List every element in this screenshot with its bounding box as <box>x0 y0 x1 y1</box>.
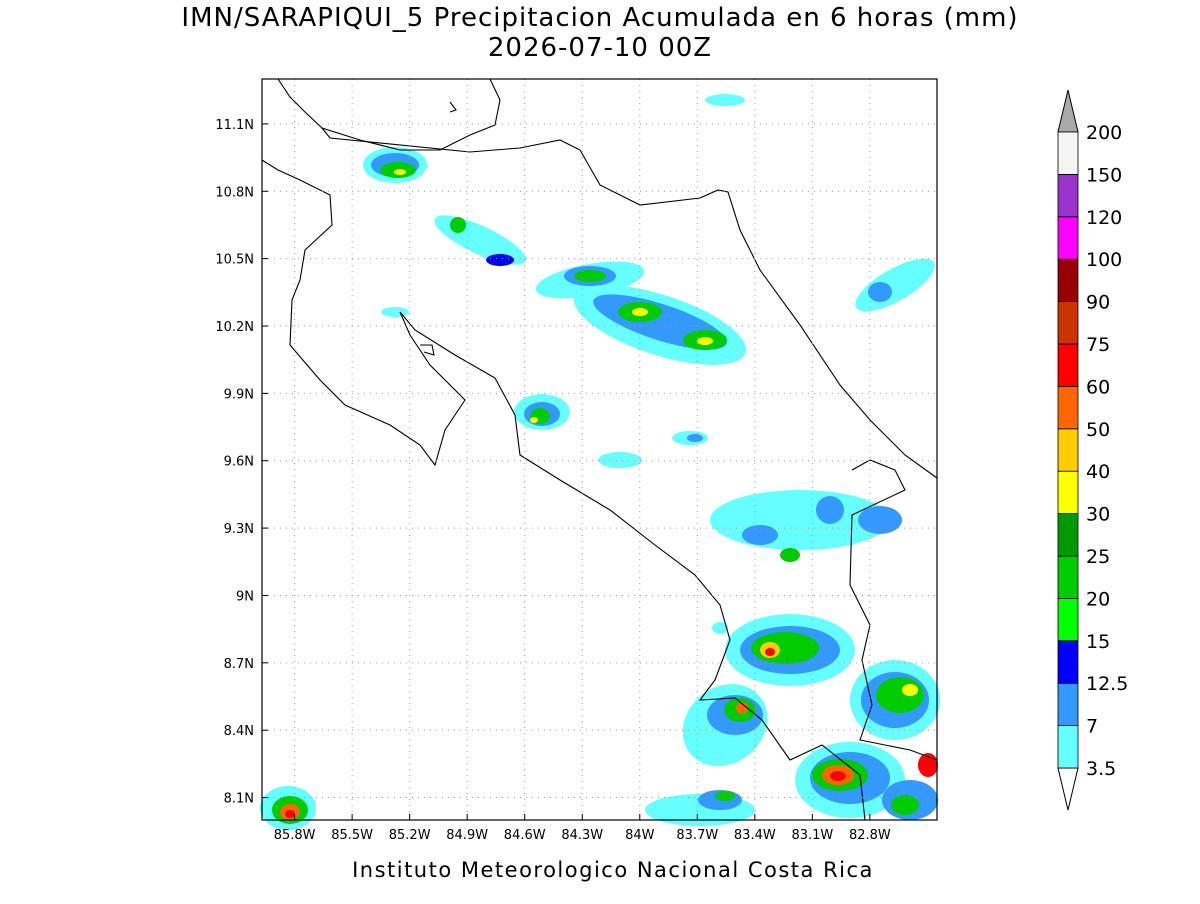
colorbar-label: 30 <box>1086 504 1110 526</box>
colorbar-label: 75 <box>1086 334 1110 356</box>
y-tick-label: 10.8N <box>215 185 254 200</box>
colorbar-segment <box>1057 640 1079 684</box>
colorbar-label: 50 <box>1086 419 1110 441</box>
colorbar-label: 20 <box>1086 588 1110 610</box>
colorbar-label: 150 <box>1086 164 1122 186</box>
y-tick-label: 11.1N <box>215 118 254 133</box>
colorbar-label: 120 <box>1086 207 1122 229</box>
y-tick-label: 10.2N <box>215 320 254 335</box>
colorbar-segment <box>1057 598 1079 642</box>
x-tick-label: 84.9W <box>446 828 488 843</box>
colorbar-segment <box>1057 513 1079 557</box>
y-tick-label: 9.3N <box>224 522 254 537</box>
coastlines <box>261 78 938 821</box>
colorbar-segment <box>1057 258 1079 303</box>
x-tick-label: 83.1W <box>791 828 833 843</box>
footer: Instituto Meteorologico Nacional Costa R… <box>352 858 874 882</box>
x-tick-label: 83.4W <box>734 828 776 843</box>
colorbar-segment <box>1057 385 1079 430</box>
y-tick-label: 10.5N <box>215 253 254 268</box>
x-tick-label: 85.2W <box>389 828 431 843</box>
colorbar-segment <box>1057 682 1079 727</box>
colorbar-label: 60 <box>1086 376 1110 398</box>
colorbar-label: 200 <box>1086 122 1122 144</box>
colorbar-top-arrow <box>1057 89 1079 133</box>
x-tick-label: 84.3W <box>561 828 603 843</box>
x-tick-label: 84.6W <box>504 828 546 843</box>
colorbar-segment <box>1057 173 1079 218</box>
colorbar-label: 12.5 <box>1086 673 1128 695</box>
colorbar-segment <box>1057 301 1079 345</box>
colorbar-label: 7 <box>1086 716 1098 738</box>
x-tick-label: 83.7W <box>676 828 718 843</box>
colorbar-segment <box>1057 470 1079 515</box>
map-frame <box>261 78 938 821</box>
x-tick-label: 82.8W <box>849 828 891 843</box>
colorbar-label: 100 <box>1086 249 1122 271</box>
x-tick-label: 85.5W <box>331 828 373 843</box>
y-tick-label: 9.6N <box>224 455 254 470</box>
y-tick-label: 8.4N <box>224 724 254 739</box>
colorbar-label: 40 <box>1086 461 1110 483</box>
y-tick-label: 8.1N <box>224 792 254 807</box>
colorbar-segment <box>1057 343 1079 387</box>
x-tick-label: 85.8W <box>274 828 316 843</box>
y-tick-label: 9N <box>236 589 254 604</box>
title: IMN/SARAPIQUI_5 Precipitacion Acumulada … <box>181 3 1018 33</box>
colorbar-segment <box>1057 131 1079 175</box>
colorbar-label: 90 <box>1086 292 1110 314</box>
subtitle: 2026-07-10 00Z <box>488 33 712 63</box>
y-tick-label: 9.9N <box>224 387 254 402</box>
precipitation-field <box>260 94 940 830</box>
colorbar-bottom-arrow <box>1057 767 1079 811</box>
colorbar-segment <box>1057 725 1079 769</box>
colorbar-label: 15 <box>1086 631 1110 653</box>
colorbar-segment <box>1057 555 1079 599</box>
colorbar-segment <box>1057 428 1079 472</box>
y-tick-label: 8.7N <box>224 657 254 672</box>
colorbar-label: 3.5 <box>1086 758 1116 780</box>
x-tick-label: 84W <box>625 828 655 843</box>
colorbar-label: 25 <box>1086 546 1110 568</box>
colorbar-segment <box>1057 216 1079 260</box>
